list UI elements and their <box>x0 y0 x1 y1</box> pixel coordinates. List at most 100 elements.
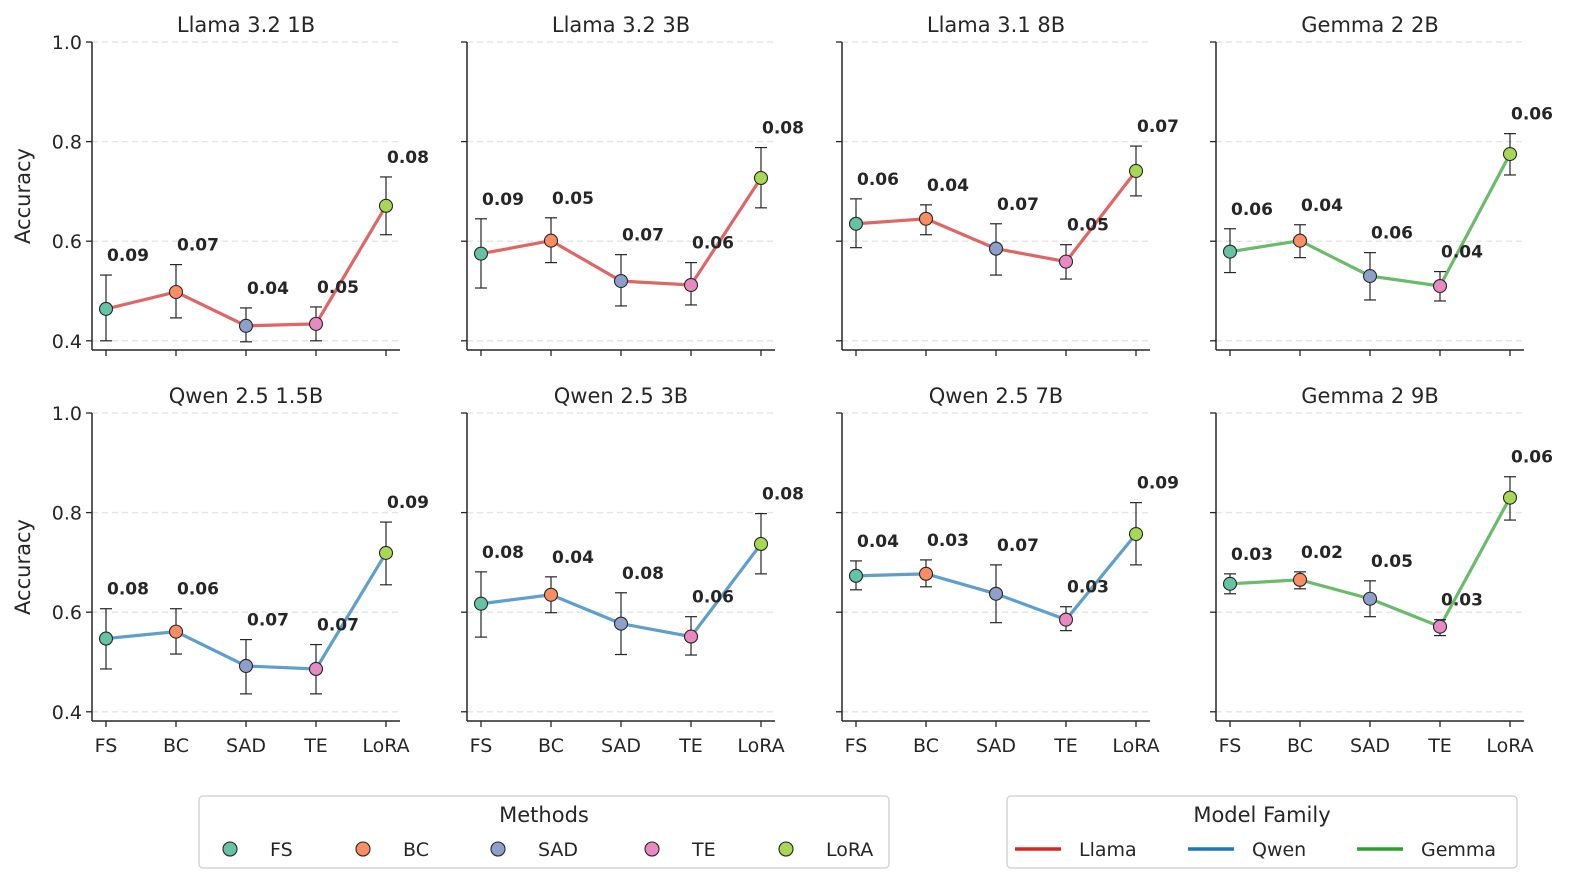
data-point-sad <box>613 616 629 631</box>
legend-label: FS <box>270 839 293 861</box>
panel-qwen-2-5-3b: Qwen 2.5 3B FS BC SAD TE LoRA 0.08 0.04 0.08 0.06… <box>461 384 804 757</box>
error-label: 0.04 <box>1441 243 1483 263</box>
data-point-lora <box>1502 147 1518 162</box>
error-label: 0.04 <box>1301 196 1343 216</box>
error-label: 0.04 <box>552 548 594 568</box>
data-point-te <box>683 277 699 293</box>
x-tick-label: SAD <box>601 735 641 757</box>
data-point-lora <box>753 536 769 552</box>
x-tick-label: FS <box>845 735 868 757</box>
error-label: 0.03 <box>927 531 969 551</box>
error-label: 0.08 <box>762 119 804 139</box>
error-label: 0.02 <box>1301 543 1343 563</box>
x-tick-label: FS <box>470 735 493 757</box>
x-tick-label: FS <box>1219 735 1242 757</box>
y-tick-label: 0.6 <box>52 602 82 624</box>
data-point-fs <box>1222 576 1238 591</box>
x-tick-label: SAD <box>1350 735 1390 757</box>
error-label: 0.09 <box>1137 474 1179 494</box>
data-point-sad <box>238 318 254 333</box>
error-label: 0.06 <box>692 588 734 608</box>
x-tick-label: FS <box>95 735 118 757</box>
x-tick-label: TE <box>1053 735 1078 757</box>
y-tick-label: 0.8 <box>52 132 82 154</box>
legend-marker-te <box>644 841 660 857</box>
error-label: 0.07 <box>997 536 1039 556</box>
data-point-sad <box>988 241 1004 256</box>
data-point-lora <box>1128 526 1144 542</box>
panel-llama-3-2-3b: Llama 3.2 3B 0.09 0.05 0.07 0.06 0.08 <box>461 13 804 356</box>
y-tick-label: 1.0 <box>52 403 82 425</box>
y-tick-label: 0.4 <box>52 702 82 724</box>
error-label: 0.08 <box>762 485 804 505</box>
legend-label: LoRA <box>826 839 873 861</box>
data-point-bc <box>168 624 184 639</box>
legend-family: Model Family Llama Qwen Gemma <box>1006 795 1518 869</box>
data-point-lora <box>378 198 394 213</box>
error-label: 0.07 <box>1137 117 1179 137</box>
legend-marker-fs <box>222 841 238 857</box>
data-point-lora <box>1128 163 1144 179</box>
data-point-fs <box>98 631 114 646</box>
data-point-te <box>1058 254 1074 269</box>
error-label: 0.07 <box>997 195 1039 215</box>
error-label: 0.09 <box>482 190 524 210</box>
error-label: 0.06 <box>177 580 219 600</box>
x-tick-label: LoRA <box>362 735 409 757</box>
legend-frame <box>198 795 890 869</box>
error-label: 0.03 <box>1067 578 1109 598</box>
error-label: 0.04 <box>927 176 969 196</box>
x-tick-label: TE <box>303 735 328 757</box>
panel-gemma-2-2b: Gemma 2 2B 0.06 0.04 0.06 0.04 0.06 <box>1210 13 1553 356</box>
error-label: 0.06 <box>857 170 899 190</box>
error-label: 0.04 <box>247 279 289 299</box>
data-point-bc <box>918 566 934 581</box>
error-label: 0.06 <box>1511 105 1553 125</box>
legend-label: Qwen <box>1252 839 1306 861</box>
error-label: 0.07 <box>622 226 664 246</box>
y-axis-label: Accuracy <box>11 148 35 244</box>
panel-llama-3-1-8b: Llama 3.1 8B 0.06 0.04 0.07 0.05 0.07 <box>836 13 1179 356</box>
data-point-te <box>308 316 324 331</box>
x-tick-label: TE <box>678 735 703 757</box>
panel-title: Qwen 2.5 3B <box>554 384 688 408</box>
panel-title: Gemma 2 9B <box>1301 384 1438 408</box>
data-point-sad <box>1362 591 1378 606</box>
data-point-te <box>1432 278 1448 294</box>
legend-label: Gemma <box>1421 839 1496 861</box>
error-label: 0.05 <box>317 278 359 298</box>
y-tick-label: 1.0 <box>52 32 82 54</box>
data-point-te <box>1058 612 1074 627</box>
error-label: 0.06 <box>1231 200 1273 220</box>
data-point-bc <box>543 587 559 602</box>
error-label: 0.08 <box>622 564 664 584</box>
panel-llama-3-2-1b: Llama 3.2 1B 0.4 0.6 0.8 1.0 Accuracy 0.09 0.07… <box>11 13 429 356</box>
data-point-fs <box>848 568 864 583</box>
error-label: 0.06 <box>1371 224 1413 244</box>
error-label: 0.08 <box>387 148 429 168</box>
error-label: 0.07 <box>247 611 289 631</box>
y-tick-label: 0.6 <box>52 231 82 253</box>
data-point-fs <box>473 246 489 261</box>
error-label: 0.08 <box>107 580 149 600</box>
legend-marker-lora <box>778 841 794 857</box>
legend-label: Llama <box>1079 839 1137 861</box>
legend-title: Methods <box>499 803 589 827</box>
error-label: 0.09 <box>107 246 149 266</box>
error-label: 0.05 <box>1067 216 1109 236</box>
data-point-sad <box>238 658 254 674</box>
panel-title: Qwen 2.5 1.5B <box>169 384 324 408</box>
y-tick-label: 0.8 <box>52 503 82 525</box>
error-label: 0.07 <box>177 236 219 256</box>
data-point-bc <box>1292 572 1308 587</box>
panel-gemma-2-9b: Gemma 2 9B FS BC SAD TE LoRA 0.03 0.02 0.05 0.03 0… <box>1210 384 1553 757</box>
legend-label: TE <box>691 839 716 861</box>
panel-title: Qwen 2.5 7B <box>929 384 1063 408</box>
x-tick-label: SAD <box>226 735 266 757</box>
error-label: 0.03 <box>1441 591 1483 611</box>
error-label: 0.08 <box>482 543 524 563</box>
panel-title: Gemma 2 2B <box>1301 13 1438 37</box>
y-tick-label: 0.4 <box>52 331 82 353</box>
error-label: 0.06 <box>692 234 734 254</box>
